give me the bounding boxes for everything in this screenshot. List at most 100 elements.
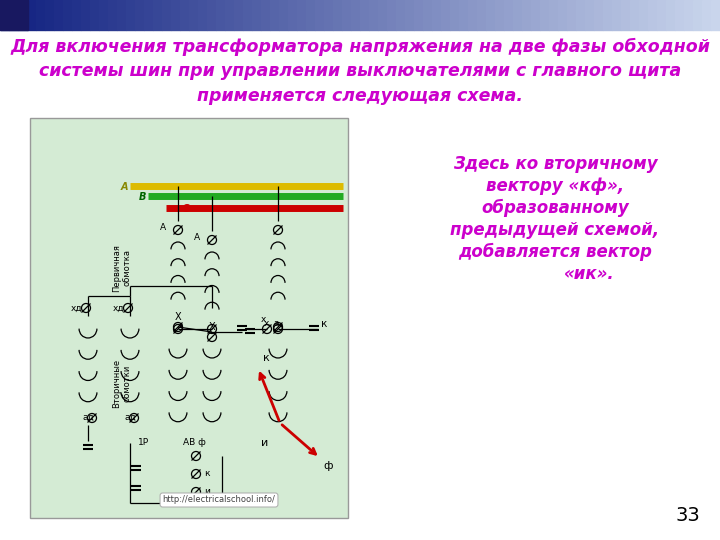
Bar [324, 0, 333, 30]
Bar [414, 0, 423, 30]
Bar [243, 0, 252, 30]
Text: А: А [194, 233, 200, 241]
Text: В: В [139, 192, 146, 202]
Text: хд: хд [71, 303, 82, 313]
Bar [144, 0, 153, 30]
Bar [630, 0, 639, 30]
Text: ад: ад [124, 413, 136, 422]
Bar [540, 0, 549, 30]
Bar [612, 0, 621, 30]
Bar [63, 0, 72, 30]
Bar [81, 0, 90, 30]
Text: А: А [160, 222, 166, 232]
Bar [657, 0, 666, 30]
Bar [234, 0, 243, 30]
Bar [207, 0, 216, 30]
Bar [405, 0, 414, 30]
Text: «ик».: «ик». [564, 265, 615, 283]
Bar [216, 0, 225, 30]
Bar [117, 0, 126, 30]
Text: образованному: образованному [481, 199, 629, 217]
Bar [342, 0, 351, 30]
Text: Для включения трансформатора напряжения на две фазы обходной
системы шин при упр: Для включения трансформатора напряжения … [10, 38, 710, 105]
Bar [576, 0, 585, 30]
Text: к: к [321, 319, 328, 329]
Bar [585, 0, 594, 30]
Text: добавляется вектор: добавляется вектор [458, 243, 652, 261]
Bar [0, 0, 9, 30]
Bar [36, 0, 45, 30]
Bar [180, 0, 189, 30]
Text: Первичная
обмотка: Первичная обмотка [112, 244, 132, 292]
Bar [423, 0, 432, 30]
Bar [189, 0, 198, 30]
Bar [99, 0, 108, 30]
Bar [27, 0, 36, 30]
Bar [711, 0, 720, 30]
Bar [639, 0, 648, 30]
Bar [693, 0, 702, 30]
Bar [477, 0, 486, 30]
Bar [360, 0, 369, 30]
Bar [279, 0, 288, 30]
Bar [459, 0, 468, 30]
Bar [171, 0, 180, 30]
Text: АВ ф: АВ ф [183, 438, 206, 447]
Bar [108, 0, 117, 30]
Bar [495, 0, 504, 30]
Text: 33: 33 [675, 506, 700, 525]
Bar [30, 118, 348, 518]
Bar [450, 0, 459, 30]
Bar [378, 0, 387, 30]
Bar [261, 0, 270, 30]
Bar [513, 0, 522, 30]
Bar [621, 0, 630, 30]
Bar [648, 0, 657, 30]
Bar [153, 0, 162, 30]
Text: хд: хд [112, 303, 124, 313]
Bar [252, 0, 261, 30]
Bar [0, 0, 28, 30]
Text: к: к [204, 469, 210, 478]
Text: к: к [263, 353, 270, 363]
Bar [315, 0, 324, 30]
Bar [549, 0, 558, 30]
Bar [135, 0, 144, 30]
Text: ф: ф [323, 461, 333, 471]
Text: вектору «кф»,: вектору «кф», [486, 177, 624, 195]
Text: А: А [120, 182, 128, 192]
Bar [270, 0, 279, 30]
Bar [468, 0, 477, 30]
Text: а: а [274, 320, 279, 328]
Text: Х: Х [209, 322, 215, 332]
Bar [603, 0, 612, 30]
Bar [432, 0, 441, 30]
Text: предыдущей схемой,: предыдущей схемой, [451, 221, 660, 239]
Bar [504, 0, 513, 30]
Text: Вторичные
обмотки: Вторичные обмотки [112, 359, 132, 408]
Bar [297, 0, 306, 30]
Bar [45, 0, 54, 30]
Bar [441, 0, 450, 30]
Bar [198, 0, 207, 30]
Bar [675, 0, 684, 30]
Bar [684, 0, 693, 30]
Bar [9, 0, 18, 30]
Bar [90, 0, 99, 30]
Bar [558, 0, 567, 30]
Bar [225, 0, 234, 30]
Text: http://electricalschool.info/: http://electricalschool.info/ [163, 496, 276, 504]
Bar [18, 0, 27, 30]
Bar [126, 0, 135, 30]
Bar [666, 0, 675, 30]
Text: Здесь ко вторичному: Здесь ко вторичному [453, 155, 657, 173]
Bar [531, 0, 540, 30]
Bar [396, 0, 405, 30]
Bar [522, 0, 531, 30]
Bar [162, 0, 171, 30]
Text: Х: Х [175, 312, 181, 322]
Text: и: и [261, 438, 269, 448]
Bar [54, 0, 63, 30]
Bar [387, 0, 396, 30]
Text: х: х [261, 315, 266, 325]
